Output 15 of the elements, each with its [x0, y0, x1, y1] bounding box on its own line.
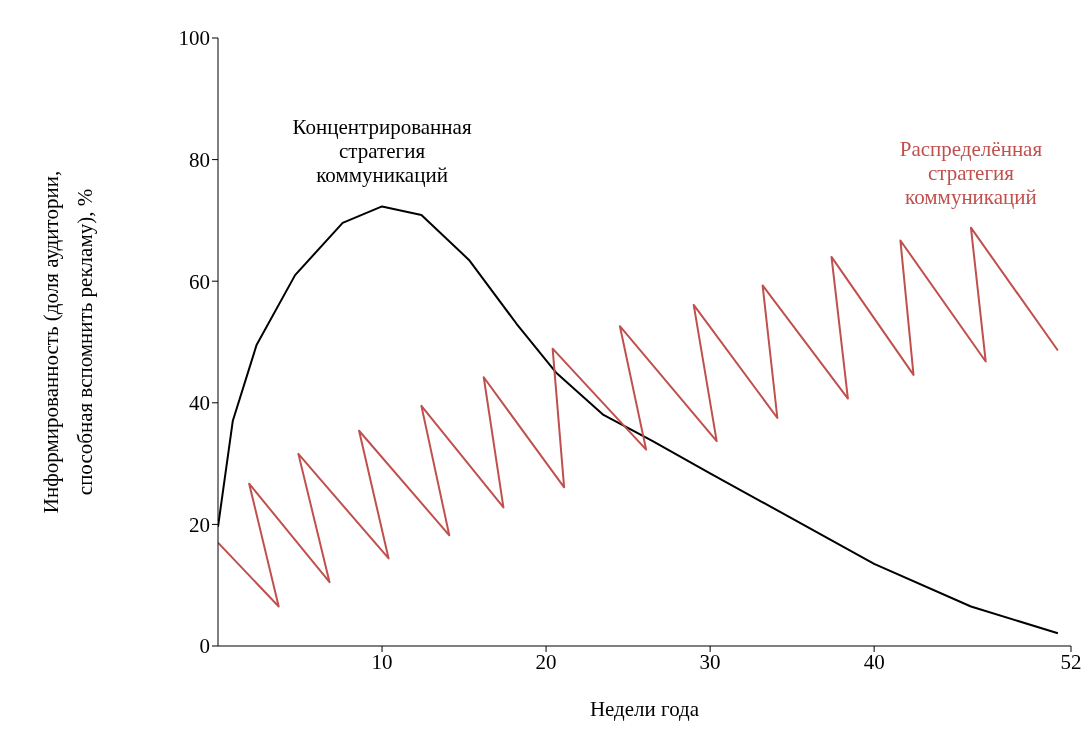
- text: Концентрированная стратегия коммуникаций: [292, 115, 472, 188]
- y-tick-label: 100: [178, 26, 210, 51]
- y-axis-title: Информированность (доля аудитории, способная вспомнить рекламу), %: [39, 170, 97, 514]
- y-tick-label: 40: [189, 391, 210, 416]
- x-tick-label: 30: [699, 649, 721, 674]
- y-tick-label: 20: [189, 512, 210, 537]
- x-tick-label: 40: [863, 649, 885, 674]
- y-tick-label: 60: [189, 269, 210, 294]
- y-tick-label: 80: [189, 148, 210, 173]
- x-tick-label: 20: [535, 649, 557, 674]
- x-axis-title: Недели года: [589, 697, 700, 721]
- y-tick-label: 0: [199, 634, 210, 659]
- x-tick-label: 52: [1060, 649, 1082, 674]
- series-label: Распределённая стратегия коммуникаций: [899, 136, 1043, 209]
- x-tick-label: 10: [371, 649, 393, 674]
